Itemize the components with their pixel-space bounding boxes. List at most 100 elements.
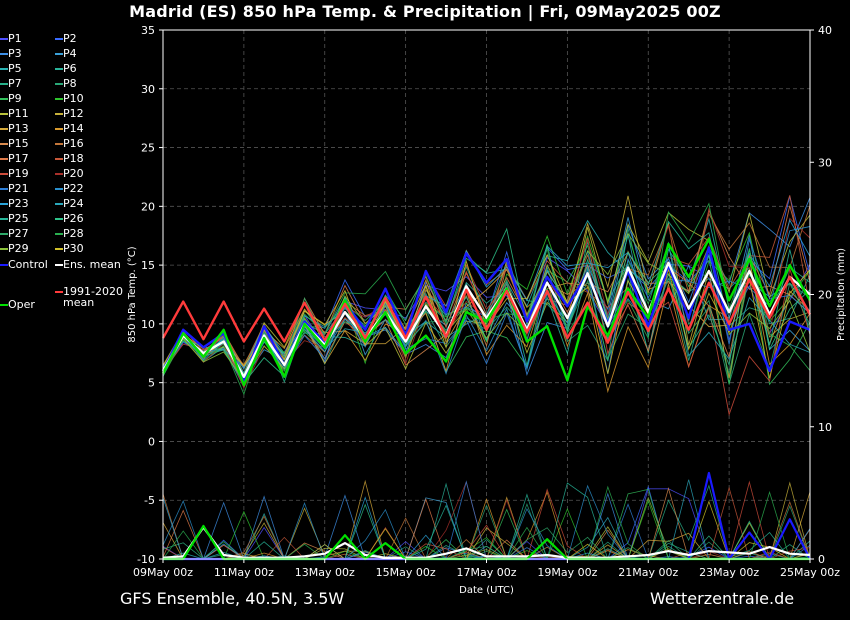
legend-label: P2: [63, 32, 77, 45]
y-tick-label: -10: [137, 553, 155, 566]
legend-swatch: [0, 203, 8, 205]
legend-label: P4: [63, 47, 77, 60]
legend-swatch: [55, 53, 63, 55]
legend-swatch: [55, 291, 63, 293]
x-tick-label: 15May 00z: [376, 566, 436, 579]
y-tick-label: 20: [141, 200, 155, 213]
legend-swatch: [0, 113, 8, 115]
legend-label: P25: [8, 212, 29, 225]
y2-tick-label: 0: [818, 553, 825, 566]
legend-label: Oper: [8, 298, 35, 311]
y-tick-label: 35: [141, 24, 155, 37]
y2-tick-label: 20: [818, 289, 832, 302]
legend-label: P9: [8, 92, 22, 105]
legend-swatch: [55, 158, 63, 160]
legend-label: P16: [63, 137, 84, 150]
legend-label: P30: [63, 242, 84, 255]
y2-tick-label: 30: [818, 156, 832, 169]
legend-swatch: [55, 98, 63, 100]
legend-label: P8: [63, 77, 77, 90]
y-tick-label: 0: [148, 435, 155, 448]
legend-swatch: [0, 158, 8, 160]
legend-label: P1: [8, 32, 22, 45]
legend-swatch: [55, 113, 63, 115]
legend-swatch: [0, 188, 8, 190]
legend: P1 P2 P3 P4 P5 P6 P7 P8 P9 P10 P11 P12 P13 P14 P15 P16 P…: [0, 32, 130, 322]
x-tick-label: 25May 00z: [780, 566, 840, 579]
legend-label: P3: [8, 47, 22, 60]
x-tick-label: 09May 00z: [133, 566, 193, 579]
legend-label: P27: [8, 227, 29, 240]
legend-swatch: [55, 188, 63, 190]
legend-label: P6: [63, 62, 77, 75]
y-tick-label: 10: [141, 318, 155, 331]
y2-tick-label: 40: [818, 24, 832, 37]
legend-swatch: [55, 143, 63, 145]
x-tick-label: 13May 00z: [295, 566, 355, 579]
legend-label: P19: [8, 167, 29, 180]
legend-label: P29: [8, 242, 29, 255]
legend-swatch: [0, 173, 8, 175]
x-tick-label: 23May 00z: [699, 566, 759, 579]
legend-label: P26: [63, 212, 84, 225]
legend-label: P28: [63, 227, 84, 240]
legend-label: P11: [8, 107, 29, 120]
x-tick-label: 21May 00z: [618, 566, 678, 579]
x-axis-label: Date (UTC): [459, 585, 514, 596]
y-axis-label: 850 hPa Temp. (°C): [127, 246, 138, 342]
legend-label: P17: [8, 152, 29, 165]
legend-swatch: [0, 98, 8, 100]
legend-swatch: [0, 53, 8, 55]
legend-swatch: [0, 83, 8, 85]
legend-label: P5: [8, 62, 22, 75]
legend-swatch: [0, 143, 8, 145]
y-tick-label: 30: [141, 83, 155, 96]
legend-label: P15: [8, 137, 29, 150]
legend-label: P7: [8, 77, 22, 90]
legend-swatch: [55, 128, 63, 130]
legend-swatch: [0, 248, 8, 250]
legend-swatch: [55, 203, 63, 205]
legend-label: P10: [63, 92, 84, 105]
legend-swatch: [55, 233, 63, 235]
x-tick-label: 17May 00z: [456, 566, 516, 579]
y-tick-label: 25: [141, 142, 155, 155]
legend-swatch: [0, 68, 8, 70]
legend-label: P13: [8, 122, 29, 135]
chart-title: Madrid (ES) 850 hPa Temp. & Precipitatio…: [129, 2, 721, 21]
legend-swatch: [0, 264, 8, 266]
legend-swatch: [55, 264, 63, 266]
y-tick-label: -5: [144, 494, 155, 507]
legend-swatch: [0, 218, 8, 220]
member-line: [162, 219, 811, 370]
legend-label: P23: [8, 197, 29, 210]
member-line: [162, 232, 811, 381]
legend-swatch: [0, 233, 8, 235]
member-line: [162, 227, 811, 384]
y-tick-label: 15: [141, 259, 155, 272]
legend-swatch: [55, 83, 63, 85]
legend-label: P21: [8, 182, 29, 195]
source-credit: Wetterzentrale.de: [650, 589, 795, 608]
legend-label: Control: [8, 258, 48, 271]
legend-label: 1991-2020 mean: [63, 285, 123, 309]
y2-tick-label: 10: [818, 421, 832, 434]
y-tick-label: 5: [148, 377, 155, 390]
legend-swatch: [0, 128, 8, 130]
legend-label: P14: [63, 122, 84, 135]
legend-swatch: [0, 304, 8, 306]
legend-swatch: [55, 248, 63, 250]
series-line: [161, 237, 812, 387]
legend-label: P20: [63, 167, 84, 180]
series-line: [161, 261, 811, 378]
series-line: [161, 275, 812, 344]
legend-label: P24: [63, 197, 84, 210]
x-tick-label: 19May 00z: [537, 566, 597, 579]
legend-swatch: [0, 38, 8, 40]
legend-label: P22: [63, 182, 84, 195]
member-line: [162, 220, 811, 379]
series-line: [162, 526, 811, 559]
y2-axis-label: Precipitation (mm): [836, 248, 847, 341]
model-info: GFS Ensemble, 40.5N, 3.5W: [120, 589, 345, 608]
